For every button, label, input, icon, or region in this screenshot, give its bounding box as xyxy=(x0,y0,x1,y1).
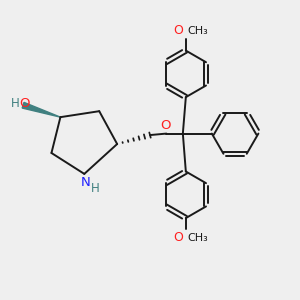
Text: O: O xyxy=(160,119,171,132)
Text: O: O xyxy=(174,24,183,38)
Text: H: H xyxy=(11,97,20,110)
Text: N: N xyxy=(81,176,91,189)
Text: CH₃: CH₃ xyxy=(187,233,208,243)
Text: O: O xyxy=(174,231,183,244)
Polygon shape xyxy=(22,102,60,117)
Text: H: H xyxy=(91,182,100,195)
Text: O: O xyxy=(19,97,30,110)
Text: CH₃: CH₃ xyxy=(187,26,208,36)
